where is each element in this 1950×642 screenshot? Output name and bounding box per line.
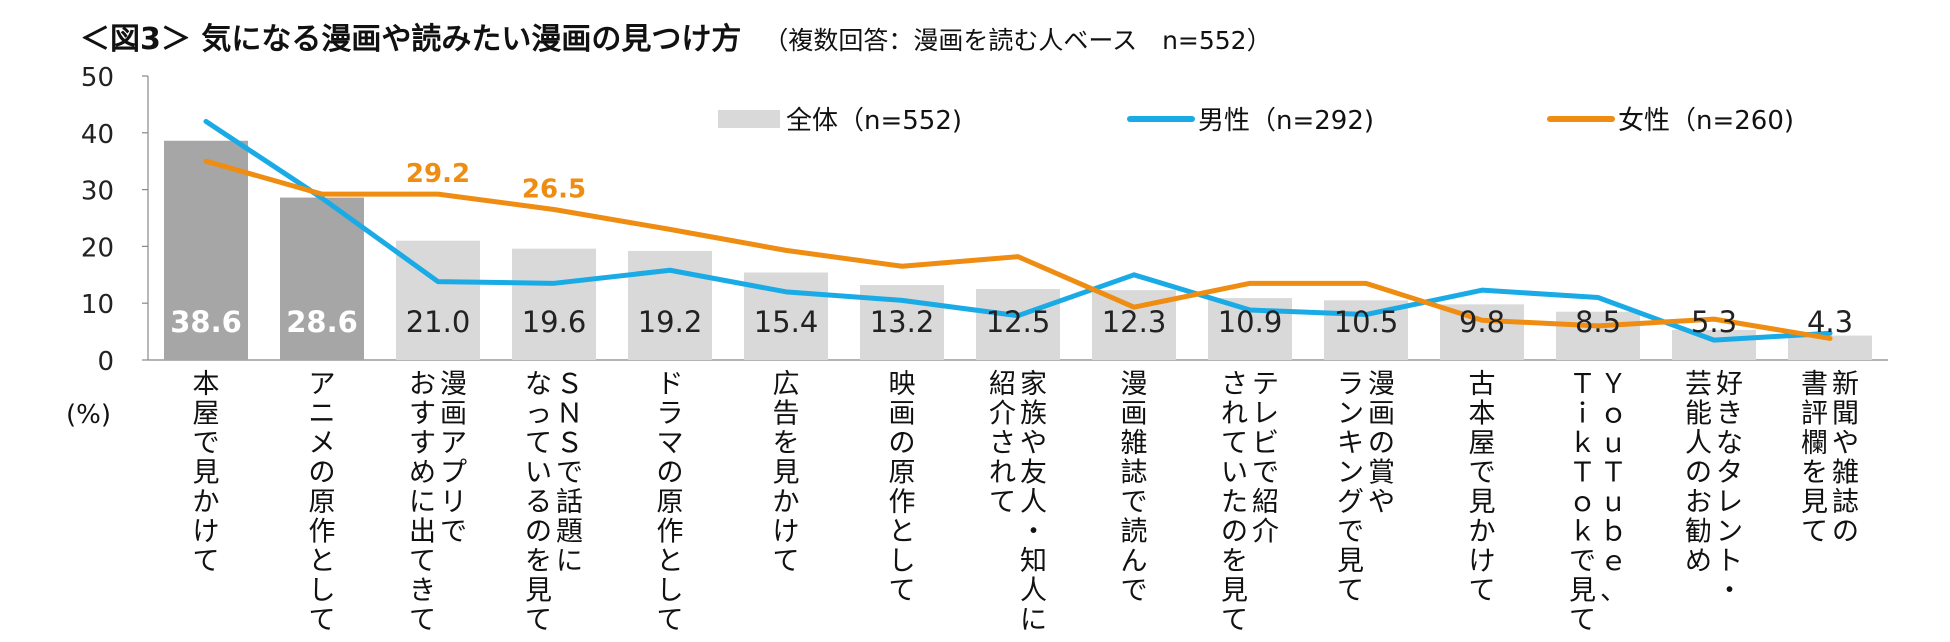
bar [280, 197, 364, 360]
legend-swatch-all [718, 110, 780, 128]
title-row: ＜図3＞ 気になる漫画や読みたい漫画の見つけ方 （複数回答：漫画を読む人ベース n… [80, 14, 1272, 58]
category-label: ランキングで見て [1337, 369, 1364, 607]
category-label: 新聞や雑誌の [1832, 369, 1859, 548]
category-label: テレビで紹介 [1252, 369, 1279, 548]
category-label: 好きなタレント・ [1716, 369, 1743, 607]
category-label: ドラマの原作として [657, 369, 684, 636]
bar-value-label: 10.9 [1218, 305, 1283, 339]
bar-value-label: 28.6 [286, 305, 358, 339]
category-label: ＳＮＳで話題に [556, 369, 583, 577]
category-label: 漫画の賞や [1368, 369, 1395, 518]
category-label: 映画の原作として [889, 369, 916, 607]
category-label: 古本屋で見かけて [1469, 369, 1496, 607]
bar-value-label: 19.6 [522, 305, 587, 339]
category-label: されていたのを見て [1221, 369, 1248, 636]
bar [1556, 311, 1640, 360]
category-label: 本屋で見かけて [193, 369, 220, 577]
bar-value-label: 5.3 [1691, 305, 1737, 339]
y-tick-label: 0 [97, 347, 114, 377]
bar-value-label: 13.2 [870, 305, 935, 339]
y-tick-label: 40 [81, 120, 114, 150]
bar [1672, 329, 1756, 360]
bar-value-label: 8.5 [1575, 305, 1621, 339]
bar-value-label: 10.5 [1334, 305, 1399, 339]
category-label: 芸能人のお勧め [1685, 369, 1712, 577]
bar [512, 248, 596, 360]
bar-value-label: 21.0 [406, 305, 471, 339]
bar [976, 289, 1060, 360]
y-tick-label: 10 [81, 290, 114, 320]
bar-value-label: 38.6 [170, 305, 242, 339]
y-tick-label: 30 [81, 177, 114, 207]
female-series-line [203, 158, 1833, 341]
y-tick-label: 50 [81, 63, 114, 93]
category-label: アニメの原作として [309, 369, 336, 636]
bar-value-label: 9.8 [1459, 305, 1505, 339]
category-label: 紹介されて [989, 369, 1016, 518]
category-label: ＹｏｕＴｕｂｅ、 [1600, 369, 1627, 607]
bar-value-label: 15.4 [754, 305, 819, 339]
bar-value-label: 12.5 [986, 305, 1051, 339]
bar-value-label: 12.3 [1102, 305, 1167, 339]
y-axis-unit-label: (%) [66, 400, 111, 430]
bar-value-label: 4.3 [1807, 305, 1853, 339]
chart-title: ＜図3＞ 気になる漫画や読みたい漫画の見つけ方 [80, 22, 742, 57]
category-label: 家族や友人・知人に [1020, 369, 1047, 636]
category-label: ＴｉｋＴｏｋで見て [1569, 369, 1596, 636]
bar [164, 140, 248, 360]
bar-value-label: 19.2 [638, 305, 703, 339]
chart-subtitle: （複数回答：漫画を読む人ベース n=552） [763, 26, 1272, 55]
legend-label: 男性（n=292) [1198, 106, 1374, 136]
category-label: 広告を見かけて [773, 369, 800, 577]
category-label: 漫画アプリで [440, 369, 467, 548]
y-tick-label: 20 [81, 233, 114, 263]
category-label: 漫画雑誌で読んで [1121, 369, 1148, 607]
legend-label: 女性（n=260) [1618, 106, 1794, 136]
female-data-label: 29.2 [406, 159, 470, 189]
category-label: 書評欄を見て [1801, 369, 1828, 548]
category-label: なっているのを見て [525, 369, 552, 636]
legend-label: 全体（n=552) [786, 106, 962, 136]
category-label: おすすめに出てきて [409, 369, 436, 636]
male-series-line [203, 118, 1833, 343]
female-data-label: 26.5 [522, 174, 586, 204]
